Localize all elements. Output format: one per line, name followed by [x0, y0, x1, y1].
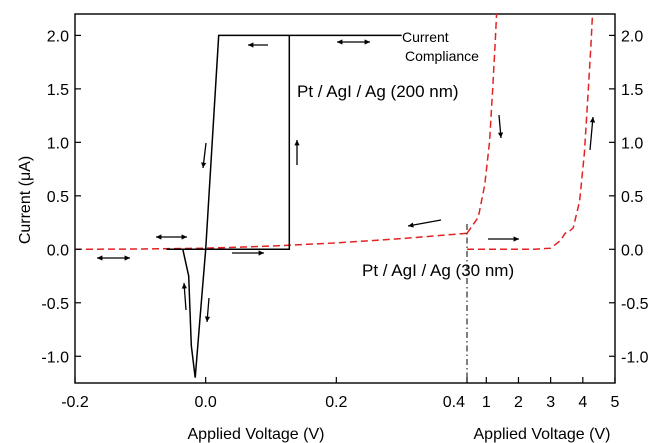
x-tick-label-left: 0.4 — [443, 394, 465, 411]
annotation-compliance: Compliance — [405, 48, 479, 64]
arrow-zero-both-head — [182, 234, 187, 239]
y-tick-label-right: -1.0 — [621, 349, 649, 366]
arrow-top-both-head — [337, 39, 342, 44]
arrow-red-return-head — [408, 222, 414, 227]
y-tick-label-right: 2.0 — [621, 28, 643, 45]
x-tick-label-left: 0.2 — [325, 394, 347, 411]
arrow-left-both-head — [97, 255, 102, 260]
arrow-up-small-head — [182, 283, 187, 289]
arrow-down-small-head — [205, 316, 210, 322]
x-axis-title-right: Applied Voltage (V) — [474, 426, 611, 443]
y-tick-label-right: 1.5 — [621, 82, 643, 99]
arrow-left-both-head — [125, 255, 130, 260]
y-tick-label-right: 1.0 — [621, 135, 643, 152]
curve-30nm-left — [75, 233, 467, 249]
series-label-200nm: Pt / AgI / Ag (200 nm) — [297, 82, 459, 101]
data-curves — [75, 14, 593, 378]
x-tick-label-right: 4 — [578, 394, 587, 411]
y-axis-title: Current (μA) — [17, 156, 34, 244]
x-tick-label-left: 0.0 — [195, 394, 217, 411]
x-tick-label-right: 2 — [514, 394, 523, 411]
curve-30nm-right-reverse — [467, 14, 497, 233]
arrow-red-down-head — [498, 132, 503, 138]
y-tick-label-left: -0.5 — [41, 296, 69, 313]
x-tick-label-right: 3 — [546, 394, 555, 411]
y-tick-label-left: 2.0 — [47, 28, 69, 45]
arrow-top-both-head — [365, 39, 370, 44]
arrow-red-up-head — [590, 117, 595, 123]
curve-30nm-right-forward — [467, 14, 593, 249]
x-tick-label-right: 1 — [482, 394, 491, 411]
plot-border — [75, 14, 615, 383]
x-axis-title-left: Applied Voltage (V) — [188, 426, 325, 443]
series-label-30nm: Pt / AgI / Ag (30 nm) — [362, 261, 514, 280]
annotation-current: Current — [402, 29, 449, 45]
arrow-top-left-head — [248, 42, 253, 47]
plot-frame — [75, 14, 615, 383]
x-tick-label-right: 5 — [611, 394, 620, 411]
arrow-right-head — [259, 250, 264, 255]
y-tick-label-left: -1.0 — [41, 349, 69, 366]
y-tick-label-right: 0.0 — [621, 242, 643, 259]
y-tick-label-left: 0.5 — [47, 189, 69, 206]
y-tick-label-right: 0.5 — [621, 189, 643, 206]
y-tick-label-right: -0.5 — [621, 296, 649, 313]
y-tick-label-left: 1.0 — [47, 135, 69, 152]
y-tick-label-left: 1.5 — [47, 82, 69, 99]
arrow-up-vertical-head — [294, 140, 299, 145]
y-tick-label-left: 0.0 — [47, 242, 69, 259]
arrow-red-forward-head — [514, 236, 519, 241]
arrow-zero-both-head — [156, 234, 161, 239]
x-tick-label-left: -0.2 — [61, 394, 89, 411]
